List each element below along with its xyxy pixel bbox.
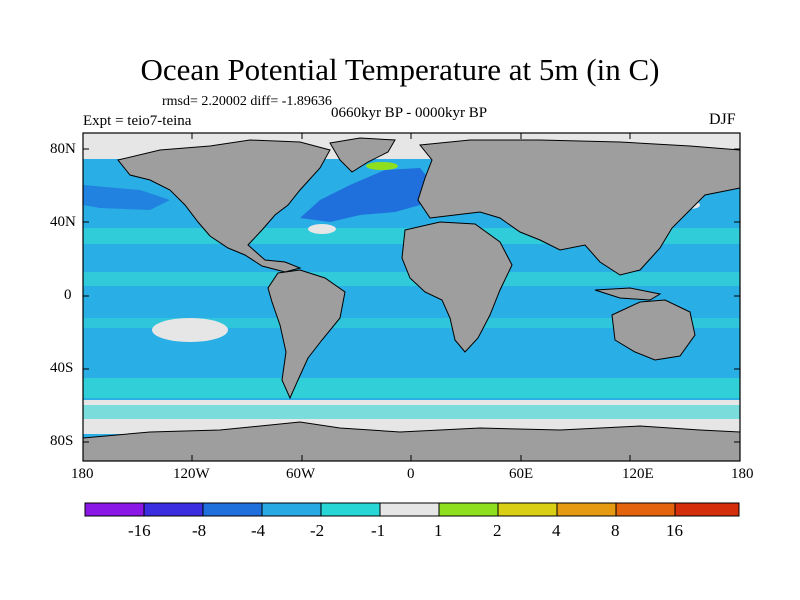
positive-anomaly [366, 162, 398, 170]
warm-patch [308, 224, 336, 234]
lon-label-120e: 120E [622, 466, 654, 482]
colorbar-swatch [202, 502, 263, 517]
lat-label-80n: 80N [50, 141, 76, 157]
colorbar-swatch [379, 502, 440, 517]
colorbar-label: -1 [371, 521, 386, 540]
colorbar-label: 8 [611, 521, 620, 540]
colorbar-swatch [497, 502, 558, 517]
colorbar-label: 4 [552, 521, 561, 540]
lat-label-0: 0 [64, 287, 72, 303]
land-eurasia [417, 139, 740, 276]
lon-label-180w: 180 [71, 466, 94, 482]
north-pacific-anomaly [83, 185, 170, 210]
axis-ticks [82, 133, 741, 461]
map-area [83, 133, 740, 461]
colorbar-label: -4 [251, 521, 266, 540]
colorbar-label: 1 [434, 521, 443, 540]
lon-label-60w: 60W [286, 466, 316, 482]
colorbar-swatch [438, 502, 499, 517]
colorbar-label: -8 [192, 521, 207, 540]
lat-label-80s: 80S [50, 433, 74, 449]
colorbar-label: -2 [310, 521, 325, 540]
north-atlantic-anomaly [300, 168, 430, 222]
land-australia [611, 299, 696, 361]
colorbar [84, 502, 740, 517]
experiment-label: Expt = teio7-teina [83, 113, 192, 129]
ocean-band [83, 378, 740, 398]
colorbar-swatch [615, 502, 676, 517]
lat-label-40s: 40S [50, 360, 74, 376]
warm-patch [152, 318, 228, 342]
lon-label-60e: 60E [509, 466, 534, 482]
land-antarctica [83, 421, 740, 461]
lat-label-40n: 40N [50, 214, 76, 230]
colorbar-swatch [556, 502, 617, 517]
colorbar-swatch [143, 502, 204, 517]
land-south-america [267, 269, 346, 400]
colorbar-label: -16 [128, 521, 151, 540]
lon-label-0: 0 [407, 466, 415, 482]
lon-label-120w: 120W [173, 466, 210, 482]
colorbar-label: 2 [493, 521, 502, 540]
southern-ocean-band [83, 405, 740, 419]
season-label: DJF [709, 111, 736, 128]
lon-label-180e: 180 [731, 466, 754, 482]
period-label: 0660kyr BP - 0000kyr BP [330, 105, 488, 121]
colorbar-label: 16 [666, 521, 683, 540]
colorbar-swatch [320, 502, 381, 517]
land-africa [401, 221, 513, 353]
ocean-band [83, 318, 740, 328]
plot-title: Ocean Potential Temperature at 5m (in C) [140, 52, 660, 87]
land-north-america [117, 139, 331, 273]
land-indonesia [594, 287, 662, 301]
colorbar-swatch [674, 502, 740, 517]
colorbar-swatch [84, 502, 145, 517]
colorbar-swatch [261, 502, 322, 517]
land-greenland [329, 137, 396, 173]
stats-label: rmsd= 2.20002 diff= -1.89636 [162, 94, 332, 109]
